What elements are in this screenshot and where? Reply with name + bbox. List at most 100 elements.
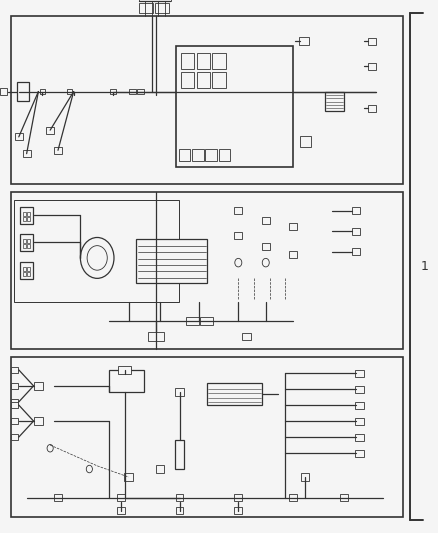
Bar bbox=[367, 63, 375, 70]
Bar bbox=[179, 149, 191, 161]
Bar bbox=[155, 3, 169, 13]
Bar bbox=[355, 386, 364, 392]
Bar bbox=[355, 418, 364, 424]
Bar bbox=[117, 495, 125, 501]
Bar bbox=[207, 383, 262, 405]
Bar bbox=[197, 53, 210, 69]
Bar bbox=[205, 149, 217, 161]
Bar bbox=[14, 200, 179, 302]
Bar bbox=[181, 72, 194, 88]
Bar bbox=[54, 147, 62, 154]
Circle shape bbox=[235, 259, 242, 267]
Bar bbox=[67, 89, 72, 94]
Bar bbox=[124, 473, 133, 481]
Bar bbox=[289, 495, 297, 501]
Bar bbox=[212, 53, 226, 69]
Bar bbox=[300, 136, 311, 147]
Bar bbox=[109, 370, 144, 392]
Bar bbox=[355, 450, 364, 456]
Bar bbox=[54, 495, 62, 501]
Bar bbox=[11, 192, 403, 349]
Bar bbox=[23, 272, 26, 276]
Bar bbox=[0, 88, 7, 95]
Circle shape bbox=[47, 445, 53, 452]
Bar bbox=[219, 149, 230, 161]
Bar bbox=[367, 105, 375, 112]
Bar bbox=[212, 72, 226, 88]
Bar bbox=[181, 53, 194, 69]
Bar bbox=[110, 89, 116, 94]
Bar bbox=[355, 434, 364, 440]
Bar bbox=[234, 232, 242, 239]
Bar bbox=[11, 434, 18, 440]
Circle shape bbox=[262, 259, 269, 267]
Bar bbox=[23, 217, 26, 221]
Bar bbox=[200, 317, 213, 325]
Bar bbox=[21, 262, 33, 279]
Bar bbox=[367, 38, 375, 45]
Bar bbox=[176, 46, 293, 167]
Bar bbox=[234, 495, 242, 501]
Bar bbox=[175, 388, 184, 397]
Bar bbox=[17, 82, 29, 101]
Bar bbox=[11, 399, 18, 405]
Circle shape bbox=[86, 465, 92, 473]
Bar bbox=[23, 212, 26, 216]
Bar bbox=[23, 150, 31, 157]
Bar bbox=[175, 440, 184, 469]
Bar bbox=[11, 367, 18, 373]
Bar bbox=[186, 317, 199, 325]
Bar bbox=[176, 507, 184, 514]
Bar bbox=[11, 357, 403, 517]
Bar bbox=[34, 382, 43, 390]
Bar bbox=[27, 268, 30, 271]
Bar bbox=[27, 217, 30, 221]
Bar bbox=[11, 16, 403, 184]
Bar bbox=[262, 217, 270, 224]
Bar bbox=[46, 127, 54, 134]
Bar bbox=[34, 417, 43, 425]
Bar bbox=[192, 149, 204, 161]
Bar bbox=[325, 92, 344, 111]
Bar bbox=[299, 37, 309, 45]
Bar bbox=[136, 239, 207, 283]
Bar bbox=[11, 418, 18, 424]
Bar bbox=[176, 495, 184, 501]
Bar bbox=[139, 3, 153, 13]
Circle shape bbox=[87, 246, 107, 270]
Bar bbox=[197, 72, 210, 88]
Bar bbox=[155, 465, 164, 473]
Bar bbox=[242, 333, 251, 340]
Bar bbox=[27, 272, 30, 276]
Circle shape bbox=[81, 238, 114, 278]
Bar bbox=[289, 223, 297, 230]
Bar bbox=[352, 228, 360, 235]
Bar bbox=[117, 507, 125, 514]
Bar bbox=[118, 366, 131, 374]
Bar bbox=[21, 233, 33, 251]
Bar bbox=[139, 0, 171, 1]
Bar bbox=[129, 89, 136, 94]
Bar bbox=[27, 239, 30, 243]
Bar bbox=[148, 332, 164, 341]
Bar bbox=[11, 402, 18, 408]
Bar bbox=[40, 89, 45, 94]
Bar bbox=[300, 473, 309, 481]
Bar bbox=[234, 507, 242, 514]
Bar bbox=[21, 207, 33, 224]
Bar bbox=[27, 244, 30, 247]
Bar bbox=[11, 383, 18, 389]
Bar bbox=[23, 244, 26, 247]
Bar bbox=[234, 207, 242, 214]
Bar bbox=[355, 370, 364, 376]
Bar bbox=[289, 251, 297, 258]
Bar bbox=[355, 402, 364, 408]
Text: 1: 1 bbox=[420, 260, 428, 273]
Bar bbox=[340, 495, 348, 501]
Bar bbox=[137, 89, 144, 94]
Bar bbox=[15, 133, 23, 140]
Bar bbox=[262, 244, 270, 251]
Bar bbox=[352, 207, 360, 214]
Bar bbox=[27, 212, 30, 216]
Bar bbox=[352, 248, 360, 255]
